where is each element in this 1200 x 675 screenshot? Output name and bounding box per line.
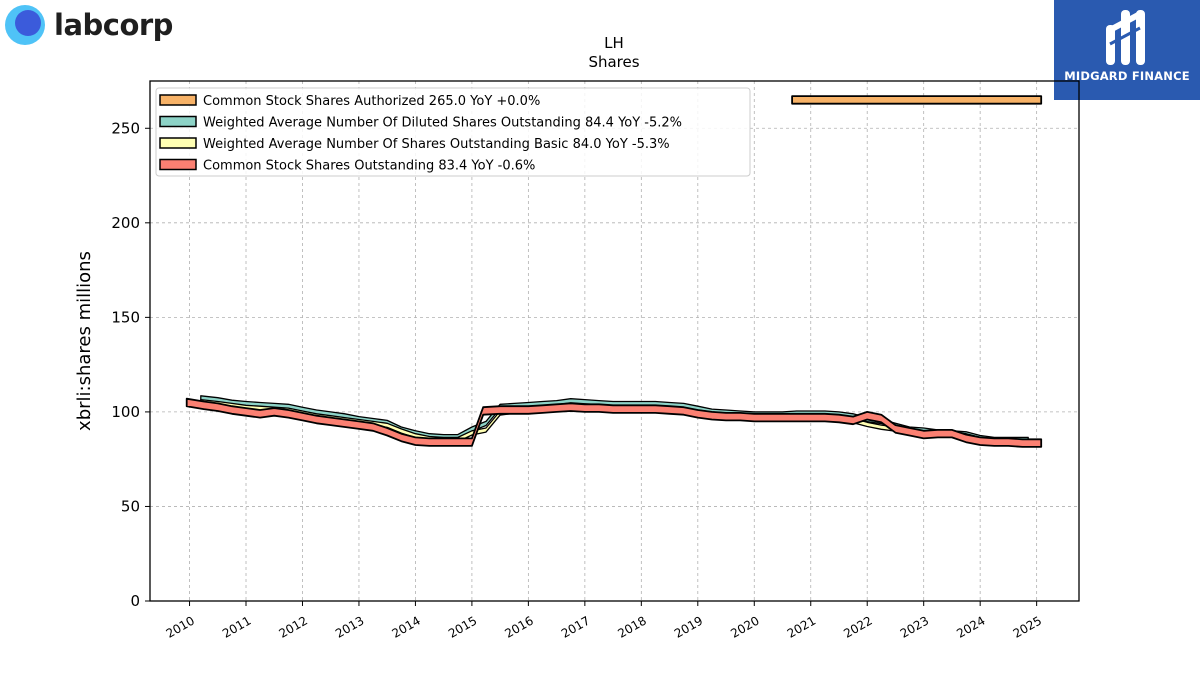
legend-entry: Weighted Average Number Of Shares Outsta… <box>203 137 670 152</box>
legend-box <box>155 87 751 177</box>
midgard-finance-logo: MIDGARD FINANCE <box>1054 0 1200 100</box>
labcorp-mark-icon <box>5 5 45 45</box>
labcorp-wordmark: labcorp <box>54 8 173 42</box>
x-tick-label: 2025 <box>1011 613 1044 640</box>
plot-frame <box>149 80 1080 602</box>
x-tick-label: 2018 <box>615 613 648 640</box>
x-tick-label: 2021 <box>785 613 818 640</box>
x-tick-label: 2016 <box>502 613 535 640</box>
y-tick-label: 50 <box>121 497 140 515</box>
x-tick-label: 2014 <box>389 613 422 640</box>
y-tick-label: 200 <box>111 214 140 232</box>
y-tick-label: 150 <box>111 308 140 326</box>
x-tick-label: 2013 <box>333 613 366 640</box>
x-tick-label: 2024 <box>954 613 987 640</box>
x-tick-label: 2012 <box>277 613 310 640</box>
x-tick-label: 2020 <box>728 613 761 640</box>
chart-subtitle: Shares <box>588 53 639 71</box>
x-tick-label: 2023 <box>898 613 931 640</box>
x-axis-ticks: 2010 2011 2012 2013 2014 2015 2016 2017 2018 2019… <box>164 601 1044 641</box>
legend-swatch <box>159 94 197 106</box>
y-axis-ticks: 0 50 100 150 200 250 <box>111 119 150 610</box>
x-tick-label: 2015 <box>446 613 479 640</box>
series-common-stock-shares-authorized <box>791 95 1043 105</box>
legend-entry: Common Stock Shares Authorized 265.0 YoY… <box>203 94 540 109</box>
x-tick-label: 2011 <box>220 613 253 640</box>
legend-entry: Common Stock Shares Outstanding 83.4 YoY… <box>203 159 535 174</box>
x-tick-label: 2010 <box>164 613 197 640</box>
x-tick-label: 2017 <box>559 613 592 640</box>
y-tick-label: 100 <box>111 403 140 421</box>
midgard-finance-wordmark: MIDGARD FINANCE <box>1064 69 1190 83</box>
legend-swatch <box>159 137 197 149</box>
legend-swatch <box>159 158 197 171</box>
x-tick-label: 2022 <box>841 613 874 640</box>
y-axis-label: xbrli:shares millions <box>74 251 95 431</box>
midgard-mark-icon <box>1106 10 1145 65</box>
series-layer <box>185 95 1043 448</box>
legend: Common Stock Shares Authorized 265.0 YoY… <box>155 87 751 177</box>
x-tick-label: 2019 <box>672 613 705 640</box>
y-tick-label: 250 <box>111 119 140 137</box>
legend-swatch <box>159 115 197 128</box>
series-common-stock-shares-outstanding <box>185 397 1043 448</box>
legend-entry: Weighted Average Number Of Diluted Share… <box>203 116 682 131</box>
y-tick-label: 0 <box>130 592 140 610</box>
labcorp-logo: labcorp <box>4 4 173 46</box>
chart-title: LH <box>604 34 624 52</box>
